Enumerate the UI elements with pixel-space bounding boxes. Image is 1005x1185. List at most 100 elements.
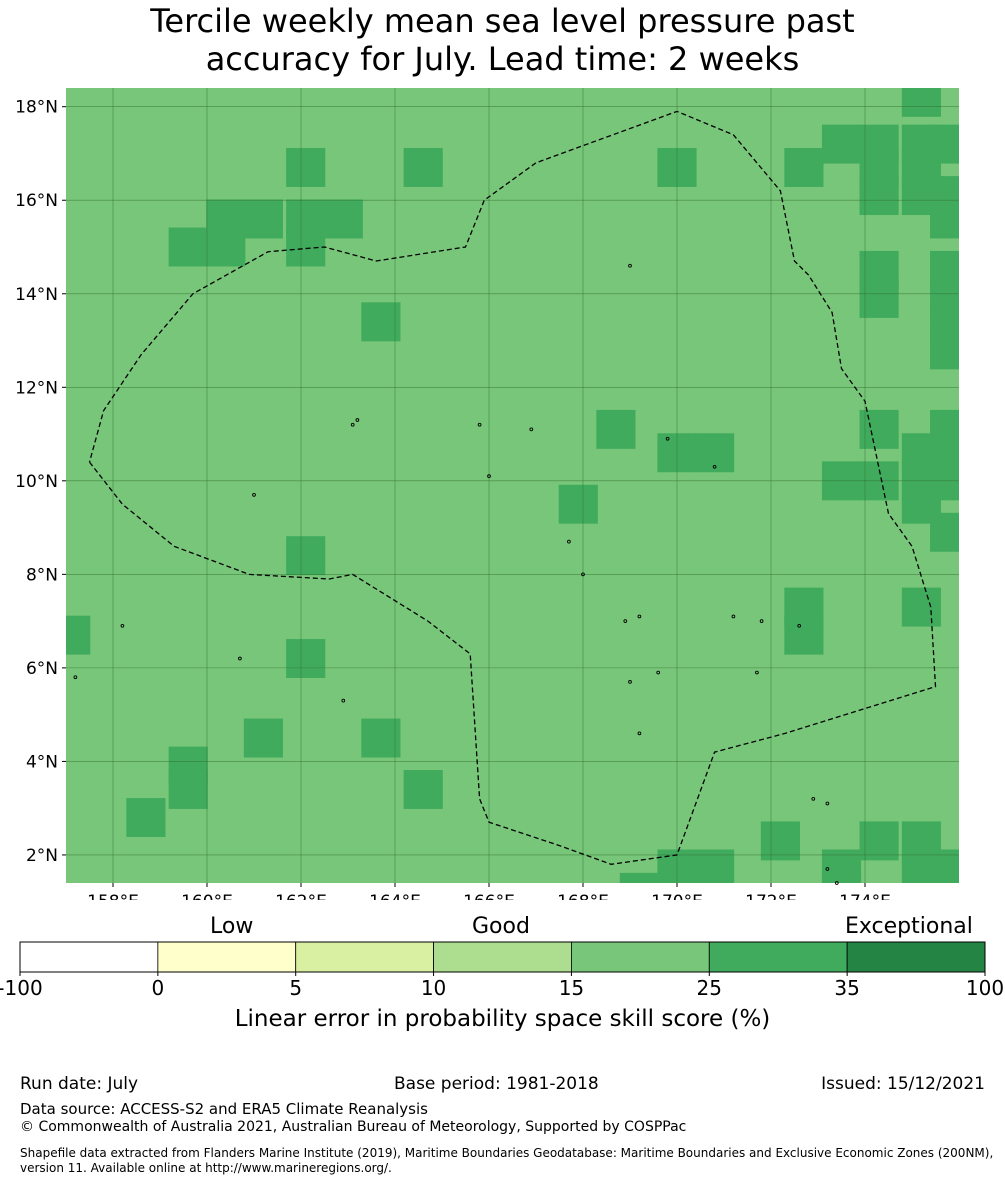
- high-skill-cell: [784, 148, 824, 187]
- island-outline: [628, 680, 632, 684]
- island-outline: [628, 263, 632, 268]
- x-tick-label: 162°E: [275, 892, 327, 900]
- colorbar-segment: [708, 941, 848, 973]
- island-outline: [665, 436, 670, 441]
- island-outline: [637, 614, 642, 619]
- island-outline: [825, 867, 830, 871]
- island-outline: [834, 881, 839, 885]
- y-tick-label: 18°N: [15, 98, 58, 118]
- data-source: Data source: ACCESS-S2 and ERA5 Climate …: [20, 1100, 428, 1118]
- high-skill-cell: [859, 821, 899, 861]
- island-outline: [355, 418, 360, 422]
- high-skill-cell: [323, 199, 363, 239]
- shapefile-credit-line1: Shapefile data extracted from Flanders M…: [20, 1146, 994, 1160]
- high-skill-cell: [821, 872, 862, 883]
- x-tick-label: 164°E: [369, 892, 421, 900]
- colorbar-tick-label: 35: [834, 976, 860, 1000]
- map-figure: 158°E 160°E 162°E 164°E 166°E 168°E 170°E 172°E…: [15, 88, 959, 900]
- high-skill-cell: [206, 227, 246, 267]
- colorbar-tick-label: 5: [289, 976, 303, 1000]
- high-skill-cell: [784, 615, 824, 655]
- colorbar: [19, 941, 986, 976]
- high-skill-cell: [361, 302, 401, 342]
- eez-boundary: [88, 110, 937, 865]
- high-skill-cell: [930, 330, 959, 370]
- island-outline: [759, 619, 764, 623]
- high-skill-cell: [619, 872, 659, 883]
- shapefile-credit-line2: version 11. Available online at http://w…: [20, 1161, 392, 1175]
- x-tick-label: 170°E: [651, 892, 703, 900]
- colorbar-tick-label: -100: [0, 976, 43, 1000]
- x-tick-label: 168°E: [557, 892, 609, 900]
- x-axis-ticks: 158°E 160°E 162°E 164°E 166°E 168°E 170°E 172°E…: [87, 883, 891, 900]
- x-tick-label: 160°E: [181, 892, 233, 900]
- colorbar-tick-label: 0: [151, 976, 165, 1000]
- island-outline: [637, 731, 642, 736]
- island-outline: [755, 670, 759, 675]
- high-skill-cell: [361, 718, 401, 758]
- colorbar-header-exceptional: Exceptional: [845, 914, 973, 939]
- high-skill-cell: [930, 512, 959, 552]
- y-tick-label: 16°N: [15, 191, 58, 211]
- x-tick-label: 158°E: [87, 892, 139, 900]
- y-tick-label: 14°N: [15, 285, 58, 305]
- colorbar-tick-label: 25: [696, 976, 723, 1000]
- high-skill-cell: [930, 849, 959, 883]
- high-skill-cell: [168, 769, 208, 809]
- island-outline: [477, 422, 482, 427]
- high-skill-cell: [286, 536, 326, 576]
- run-date: Run date: July: [20, 1074, 139, 1094]
- high-skill-cell: [901, 587, 941, 627]
- high-skill-cell: [403, 148, 443, 187]
- issued-date: Issued: 15/12/2021: [821, 1074, 985, 1094]
- island-outline: [623, 619, 628, 623]
- island-outline: [712, 464, 717, 469]
- y-tick-label: 8°N: [26, 565, 58, 585]
- high-skill-cell: [243, 718, 283, 758]
- high-skill-cell: [930, 199, 959, 239]
- island-outline: [238, 656, 242, 661]
- island-outline: [825, 801, 830, 806]
- island-outline: [350, 422, 355, 427]
- high-skill-cell: [760, 821, 800, 861]
- y-tick-label: 4°N: [26, 752, 58, 772]
- colorbar-segment: [19, 941, 159, 973]
- high-skill-cell: [286, 639, 326, 679]
- island-outline: [341, 698, 346, 703]
- base-period: Base period: 1981-2018: [394, 1074, 599, 1094]
- colorbar-tick-label: 15: [558, 976, 585, 1000]
- y-tick-label: 12°N: [15, 378, 58, 398]
- high-skill-cell: [558, 484, 598, 524]
- island-outline: [529, 427, 534, 432]
- colorbar-title: Linear error in probability space skill …: [234, 1006, 771, 1032]
- colorbar-header-low: Low: [210, 914, 254, 939]
- high-skill-cell: [859, 278, 899, 318]
- high-skill-cell: [901, 88, 941, 117]
- y-tick-label: 2°N: [26, 846, 58, 866]
- y-axis-ticks: 18°N 16°N 14°N 12°N 10°N 8°N 6°N 4°N 2°N: [15, 98, 66, 866]
- x-tick-label: 174°E: [839, 892, 891, 900]
- islands: [73, 263, 839, 885]
- high-skill-cell: [66, 615, 91, 655]
- island-outline: [567, 539, 571, 544]
- x-tick-label: 166°E: [463, 892, 515, 900]
- high-skill-cell: [286, 148, 326, 187]
- colorbar-tick-label: 10: [420, 976, 447, 1000]
- x-tick-label: 172°E: [745, 892, 797, 900]
- high-skill-cell: [596, 409, 636, 449]
- colorbar-tick-label: 100: [965, 976, 1005, 1000]
- island-outline: [731, 614, 736, 619]
- island-outline: [581, 572, 585, 577]
- copyright: © Commonwealth of Australia 2021, Austra…: [20, 1119, 687, 1135]
- island-outline: [252, 493, 256, 497]
- colorbar-segment: [433, 941, 572, 973]
- y-tick-label: 6°N: [26, 659, 58, 679]
- high-skill-cell: [403, 769, 443, 809]
- colorbar-segment: [571, 941, 710, 973]
- high-skill-cell: [286, 227, 326, 267]
- high-skill-cell: [168, 227, 208, 267]
- high-skill-cell: [695, 433, 735, 473]
- colorbar-segment: [157, 941, 297, 973]
- colorbar-header-good: Good: [472, 914, 530, 939]
- colorbar-segment: [295, 941, 434, 973]
